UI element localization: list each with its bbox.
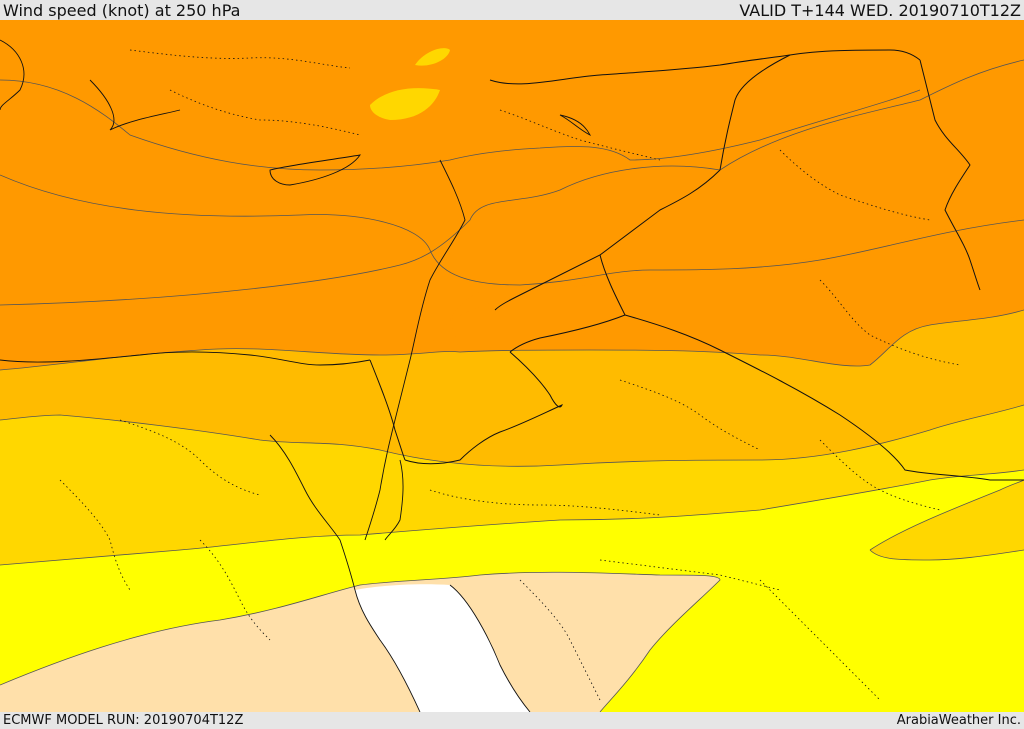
wind-band-dark-east <box>450 215 1024 367</box>
wind-band-dark-north <box>0 20 1024 305</box>
wind-band-low <box>0 572 720 712</box>
valid-time: VALID T+144 WED. 20190710T12Z <box>739 1 1021 20</box>
contour-lines <box>0 59 1024 712</box>
wind-band-light <box>0 405 1024 565</box>
lake-north <box>370 88 440 120</box>
red-sea <box>355 584 530 712</box>
wind-map-svg <box>0 20 1024 712</box>
wind-band-light-east <box>870 480 1024 560</box>
coastlines <box>0 39 592 712</box>
administrative-boundaries <box>59 49 961 701</box>
country-borders <box>369 49 1024 481</box>
header: Wind speed (knot) at 250 hPa VALID T+144… <box>0 0 1024 20</box>
wind-band-dark-south <box>0 60 1024 370</box>
footer: ECMWF MODEL RUN: 20190704T12Z ArabiaWeat… <box>0 712 1024 729</box>
model-run: ECMWF MODEL RUN: 20190704T12Z <box>3 713 244 728</box>
wind-speed-map <box>0 20 1024 712</box>
credit: ArabiaWeather Inc. <box>896 713 1021 728</box>
map-title: Wind speed (knot) at 250 hPa <box>3 1 241 20</box>
lake-north-west <box>415 48 450 66</box>
